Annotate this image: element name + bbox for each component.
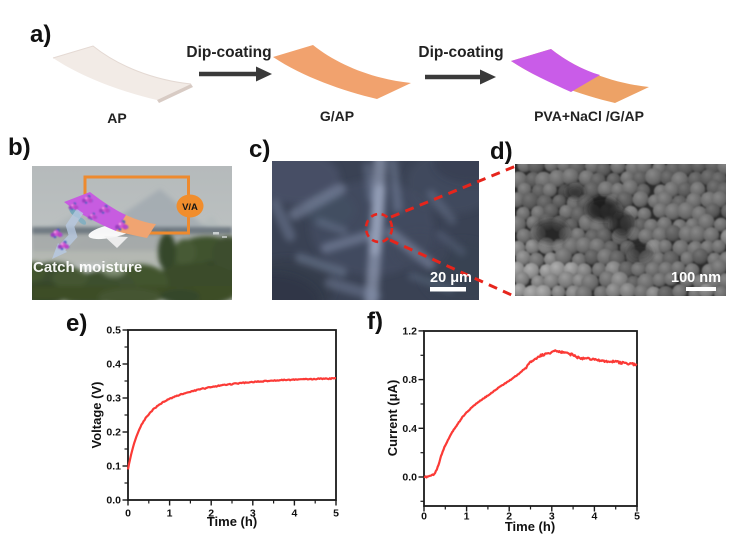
svg-text:0.3: 0.3	[106, 393, 121, 405]
svg-text:c): c)	[249, 136, 270, 163]
svg-text:0.5: 0.5	[106, 325, 121, 337]
svg-text:0.0: 0.0	[106, 495, 121, 507]
svg-text:Current (μA): Current (μA)	[385, 380, 400, 457]
svg-text:e): e)	[66, 310, 87, 337]
svg-text:2: 2	[208, 508, 214, 520]
svg-text:Voltage (V): Voltage (V)	[89, 382, 104, 449]
svg-text:5: 5	[333, 508, 339, 520]
svg-text:f): f)	[367, 308, 383, 335]
svg-text:Dip-coating: Dip-coating	[418, 44, 503, 61]
svg-text:3: 3	[549, 511, 555, 523]
svg-text:0: 0	[421, 511, 427, 523]
svg-text:AP: AP	[107, 110, 126, 126]
svg-text:1: 1	[167, 508, 173, 520]
svg-text:Time (h): Time (h)	[207, 514, 257, 529]
svg-text:a): a)	[30, 21, 51, 48]
svg-text:1.2: 1.2	[402, 325, 417, 337]
svg-text:3: 3	[250, 508, 256, 520]
svg-text:0.0: 0.0	[402, 472, 417, 484]
svg-text:b): b)	[8, 134, 31, 161]
svg-text:0: 0	[125, 508, 131, 520]
svg-text:0.4: 0.4	[106, 359, 121, 371]
svg-text:2: 2	[506, 511, 512, 523]
svg-text:V/A: V/A	[182, 202, 198, 213]
svg-text:0.2: 0.2	[106, 427, 121, 439]
svg-text:5: 5	[634, 511, 640, 523]
svg-text:PVA+NaCl /G/AP: PVA+NaCl /G/AP	[534, 108, 644, 124]
svg-text:Dip-coating: Dip-coating	[186, 44, 271, 61]
svg-text:d): d)	[490, 138, 513, 165]
svg-text:4: 4	[591, 511, 597, 523]
svg-text:G/AP: G/AP	[320, 108, 354, 124]
svg-text:Catch moisture: Catch moisture	[33, 259, 142, 276]
svg-text:0.1: 0.1	[106, 461, 121, 473]
svg-text:1: 1	[464, 511, 470, 523]
svg-text:0.4: 0.4	[402, 423, 417, 435]
svg-text:100 nm: 100 nm	[671, 270, 721, 286]
svg-text:Time (h): Time (h)	[505, 519, 555, 534]
svg-text:0.8: 0.8	[402, 374, 417, 386]
svg-text:20 μm: 20 μm	[430, 270, 472, 286]
svg-text:4: 4	[291, 508, 297, 520]
